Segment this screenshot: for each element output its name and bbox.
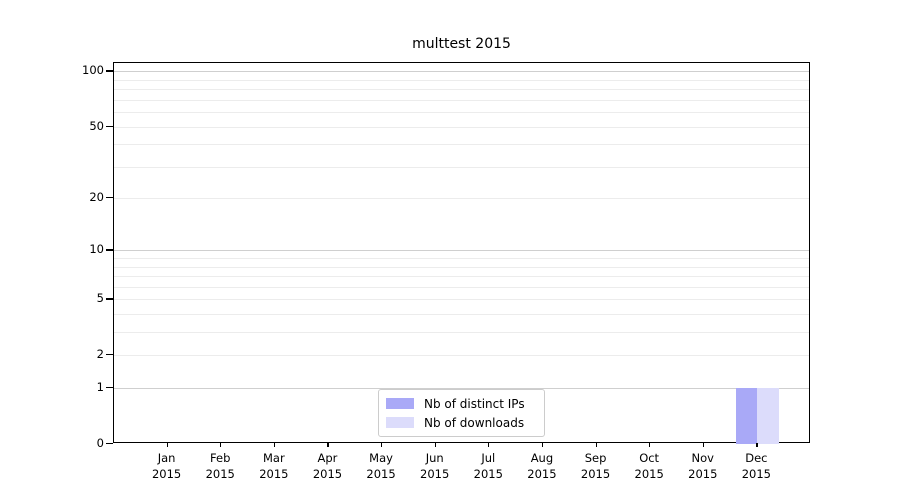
x-tick-month: Feb [210, 451, 231, 465]
y-tick-label: 0 [96, 436, 104, 450]
x-tick-mark [541, 443, 544, 447]
x-tick-label: May 2015 [351, 450, 411, 482]
x-tick-mark [756, 443, 758, 447]
x-tick-label: Feb 2015 [190, 450, 250, 482]
minor-gridline [114, 299, 809, 301]
minor-gridline [114, 276, 809, 278]
x-tick-label: Aug 2015 [512, 450, 572, 482]
legend-swatch [386, 398, 414, 409]
y-tick-label: 50 [89, 118, 104, 133]
x-tick-mark [381, 443, 383, 447]
x-tick-month: Sep [584, 451, 607, 465]
x-tick-label: Apr 2015 [297, 450, 357, 482]
x-tick-label: Oct 2015 [619, 450, 679, 482]
minor-gridline [114, 166, 809, 168]
x-tick-month: Aug [530, 451, 554, 465]
y-tick-label: 20 [89, 190, 104, 205]
bar-nb-of-downloads [757, 388, 779, 444]
x-tick-label: Sep 2015 [566, 450, 626, 482]
x-tick-year: 2015 [205, 467, 235, 481]
x-tick-month: Jun [425, 451, 444, 465]
major-gridline [114, 71, 809, 73]
x-tick-label: Jan 2015 [137, 450, 197, 482]
x-tick-label: Nov 2015 [673, 450, 733, 482]
minor-gridline [114, 79, 809, 81]
x-tick-year: 2015 [312, 467, 343, 481]
minor-gridline [114, 266, 809, 268]
minor-gridline [114, 314, 809, 316]
x-tick-mark [166, 443, 168, 447]
x-tick-mark [327, 443, 329, 447]
bar-nb-of-distinct-ips [735, 388, 758, 444]
x-tick-year: 2015 [741, 467, 772, 481]
y-tick-mark [106, 387, 113, 389]
y-tick-mark [106, 249, 113, 251]
y-tick-mark [106, 354, 113, 356]
legend-label: Nb of downloads [424, 415, 525, 430]
major-gridline [114, 250, 809, 252]
minor-gridline [114, 99, 809, 101]
x-tick-mark [649, 443, 651, 447]
x-tick-mark [488, 443, 490, 447]
y-tick-mark [106, 70, 113, 72]
minor-gridline [114, 332, 809, 334]
minor-gridline [114, 355, 809, 357]
x-tick-year: 2015 [580, 467, 611, 481]
legend-swatch [386, 417, 414, 428]
x-tick-year: 2015 [688, 467, 718, 481]
x-tick-label: Jun 2015 [405, 450, 465, 482]
x-tick-year: 2015 [634, 467, 664, 481]
y-tick-mark [106, 197, 113, 199]
x-tick-mark [273, 443, 276, 447]
x-tick-month: Jan [157, 451, 176, 465]
minor-gridline [114, 126, 809, 128]
legend-item: Nb of distinct IPs [386, 394, 537, 413]
minor-gridline [114, 89, 809, 91]
x-tick-year: 2015 [473, 467, 503, 481]
x-tick-year: 2015 [151, 467, 182, 481]
x-tick-month: Mar [262, 451, 285, 465]
y-tick-label: 1 [96, 380, 104, 395]
minor-gridline [114, 198, 809, 200]
minor-gridline [114, 112, 809, 114]
x-tick-mark [702, 443, 704, 447]
y-tick-label: 5 [96, 291, 104, 306]
y-tick-mark [106, 443, 113, 445]
x-tick-year: 2015 [366, 467, 396, 481]
minor-gridline [114, 286, 809, 288]
y-tick-mark [106, 298, 113, 300]
major-gridline [114, 388, 809, 390]
legend: Nb of distinct IPs Nb of downloads [378, 389, 545, 437]
y-tick-label: 100 [82, 63, 104, 78]
y-tick-label: 2 [96, 347, 104, 362]
chart-title: multtest 2015 [412, 36, 511, 52]
x-tick-label: Jul 2015 [458, 450, 518, 482]
x-tick-month: Nov [691, 451, 714, 465]
plot-area [113, 62, 810, 444]
x-tick-mark [434, 443, 436, 447]
x-tick-mark [595, 443, 597, 447]
x-tick-label: Mar 2015 [244, 450, 304, 482]
minor-gridline [114, 258, 809, 260]
x-tick-year: 2015 [259, 467, 289, 481]
x-tick-label: Dec 2015 [726, 450, 786, 482]
minor-gridline [114, 144, 809, 146]
y-tick-label: 10 [89, 242, 104, 257]
x-tick-month: Dec [745, 451, 768, 465]
x-tick-mark [220, 443, 222, 447]
legend-item: Nb of downloads [386, 413, 537, 432]
x-tick-year: 2015 [527, 467, 557, 481]
y-tick-mark [106, 125, 113, 127]
x-tick-year: 2015 [420, 467, 450, 481]
x-tick-month: Jul [481, 451, 496, 465]
x-tick-month: Apr [317, 451, 338, 465]
x-tick-month: May [369, 451, 393, 465]
x-tick-month: Oct [639, 451, 660, 465]
legend-label: Nb of distinct IPs [424, 396, 525, 411]
